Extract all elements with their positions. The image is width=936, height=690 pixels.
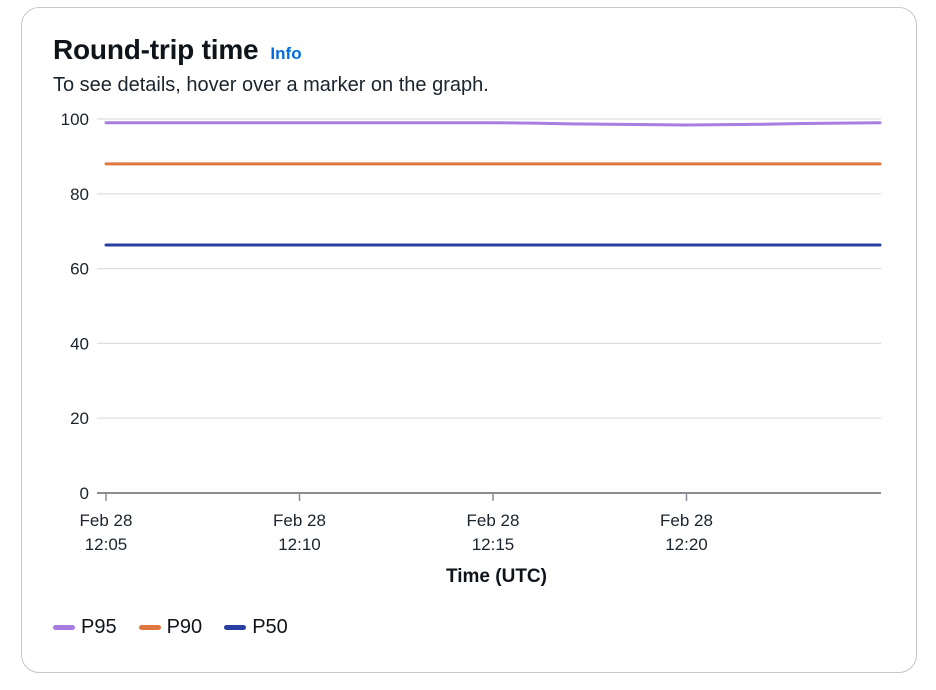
x-tick-label-time: 12:05 — [85, 535, 128, 554]
y-tick-label: 80 — [70, 185, 89, 204]
x-tick-label-time: 12:10 — [278, 535, 321, 554]
y-tick-label: 60 — [70, 260, 89, 279]
chart-header: Round-trip time Info — [53, 34, 302, 66]
info-link[interactable]: Info — [270, 44, 302, 63]
legend-item-p95[interactable]: P95 — [53, 616, 117, 639]
legend-label: P50 — [252, 616, 288, 638]
x-tick-label-time: 12:20 — [665, 535, 708, 554]
y-axis-ticks: 0 20 40 60 80 100 — [61, 110, 89, 503]
x-tick-label-date: Feb 28 — [660, 511, 713, 530]
chart-title: Round-trip time — [53, 34, 259, 65]
legend-swatch — [53, 625, 75, 630]
x-tick-label-date: Feb 28 — [273, 511, 326, 530]
x-axis-ticks: Feb 28 12:05 Feb 28 12:10 Feb 28 12:15 Feb 28 1… — [80, 493, 713, 554]
x-tick-label-date: Feb 28 — [467, 511, 520, 530]
grid-lines — [97, 118, 881, 494]
x-tick-label-time: 12:15 — [472, 535, 515, 554]
chart-card: Round-trip time Info To see details, hov… — [21, 7, 917, 673]
chart-subtitle: To see details, hover over a marker on t… — [53, 74, 489, 96]
legend-label: P95 — [81, 616, 117, 638]
chart-legend: P95 P90 P50 — [53, 616, 310, 639]
x-axis-title: Time (UTC) — [446, 566, 547, 587]
legend-label: P90 — [166, 616, 203, 638]
legend-swatch — [138, 625, 161, 630]
series-line-p95[interactable] — [104, 121, 882, 127]
y-tick-label: 40 — [70, 334, 89, 353]
series-lines[interactable] — [104, 121, 882, 247]
legend-item-p50[interactable]: P50 — [224, 616, 288, 639]
x-tick-label-date: Feb 28 — [80, 511, 133, 530]
y-tick-label: 20 — [70, 409, 89, 428]
y-tick-label: 0 — [80, 484, 89, 503]
y-tick-label: 100 — [61, 110, 89, 129]
legend-swatch — [224, 625, 247, 630]
legend-item-p90[interactable]: P90 — [138, 616, 203, 639]
